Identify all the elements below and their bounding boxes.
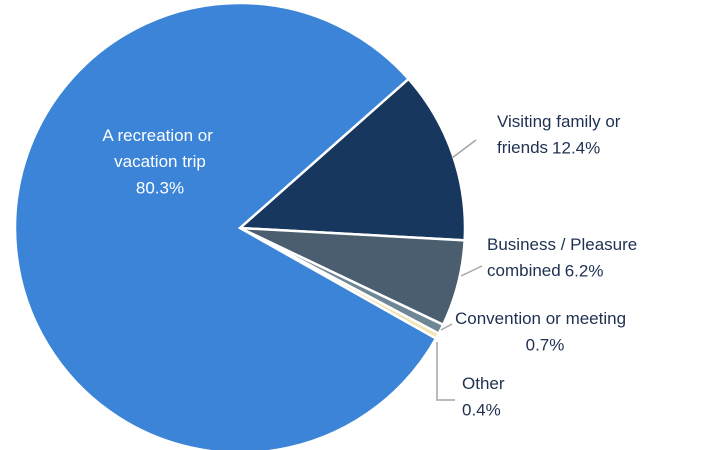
slice-label: Other [462,374,505,393]
slice-label: Visiting family or friends [497,112,625,157]
leader-line [460,265,483,277]
value-label: 12.4% [552,138,600,157]
leader-line [436,342,455,401]
leader-line [451,139,477,159]
value-label: 0.4% [462,400,501,419]
value-label: 6.2% [565,261,604,280]
value-label: 0.7% [526,335,565,354]
leader-line [440,323,453,331]
value-label: 80.3% [136,178,184,197]
slice-label: Business / Pleasure combined [487,235,642,280]
slice-label: Convention or meeting [455,309,626,328]
slice-label: A recreation or vacation trip [102,126,217,171]
pie-slice [13,1,438,450]
pie-slice [236,77,467,242]
pie [13,1,467,450]
